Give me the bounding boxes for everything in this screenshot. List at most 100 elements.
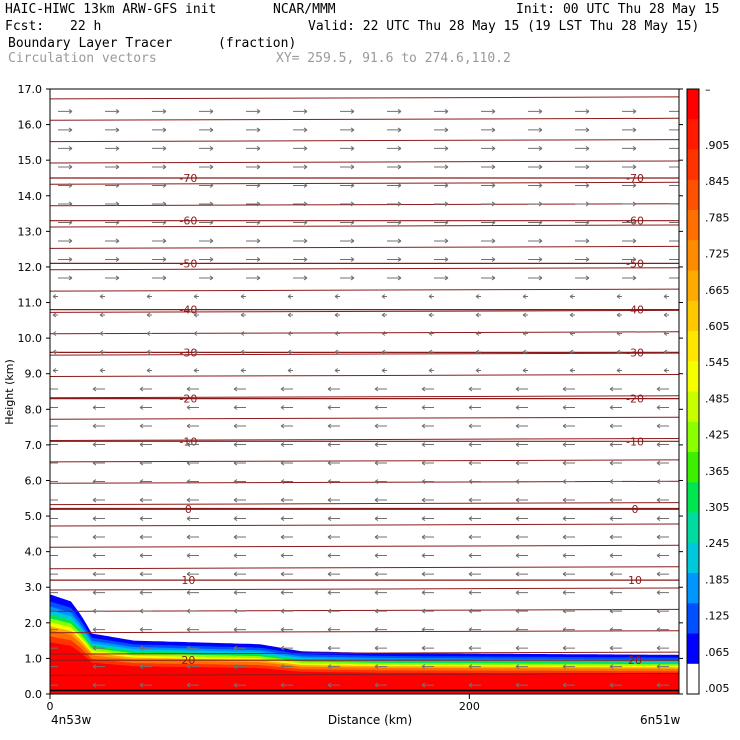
contour-label: -10 [179, 435, 197, 448]
y-tick-label: 0.0 [25, 688, 43, 701]
temperature-contour [50, 544, 679, 548]
circulation-vector [92, 664, 105, 670]
circulation-vector [663, 368, 669, 373]
circulation-vector [99, 368, 105, 373]
circulation-vector [146, 331, 152, 336]
circulation-vector [287, 312, 293, 318]
forecast-label: Fcst: [5, 19, 45, 34]
y-tick-label: 17.0 [18, 83, 43, 96]
circulation-vector [327, 460, 340, 466]
circulation-vector [334, 331, 340, 336]
circulation-vector [575, 109, 590, 114]
circulation-vector [468, 534, 481, 540]
temperature-contour [50, 309, 679, 313]
circulation-vector [622, 183, 637, 188]
circulation-vector [515, 590, 528, 595]
circulation-vector [280, 645, 293, 651]
circulation-vector [58, 238, 73, 244]
circulation-vector [656, 645, 669, 651]
circulation-vector [468, 423, 481, 429]
circulation-vector [609, 534, 622, 540]
circulation-vector [233, 571, 246, 577]
circulation-vector [193, 368, 199, 373]
circulation-vector [515, 497, 528, 503]
circulation-vector [669, 110, 679, 112]
circulation-vector [327, 627, 340, 633]
circulation-vector [468, 682, 481, 688]
circulation-vector [669, 203, 679, 205]
circulation-vector [656, 386, 669, 392]
circulation-vector [139, 590, 152, 595]
circulation-vector [146, 294, 152, 299]
circulation-vector [421, 571, 434, 577]
circulation-vector [233, 590, 246, 595]
colorbar-label: .605 [705, 320, 730, 333]
circulation-vector [374, 460, 387, 466]
y-tick-label: 4.0 [25, 546, 43, 559]
circulation-vector [246, 127, 261, 133]
circulation-vector [616, 331, 622, 336]
colorbar-swatch [687, 240, 699, 272]
circulation-vector [421, 516, 434, 521]
circulation-vector [387, 201, 402, 207]
circulation-vector [434, 220, 449, 225]
circulation-vector [387, 146, 402, 151]
circulation-vector [105, 146, 120, 151]
circulation-vector [562, 553, 575, 558]
circulation-vector [374, 590, 387, 595]
y-tick-label: 3.0 [25, 581, 43, 594]
temperature-contour [50, 352, 679, 356]
circulation-vector [609, 682, 622, 688]
circulation-vector [515, 682, 528, 688]
circulation-vector [515, 516, 528, 521]
circulation-vector [186, 645, 199, 651]
circulation-vector [562, 571, 575, 577]
colorbar-swatch [687, 573, 699, 604]
field-title: Boundary Layer Tracer [8, 36, 173, 51]
circulation-vector [515, 423, 528, 429]
circulation-vector [575, 220, 590, 225]
circulation-vector [468, 645, 481, 651]
circulation-vector [387, 183, 402, 188]
temperature-contour [50, 224, 679, 228]
circulation-vector [468, 516, 481, 521]
colorbar-label: .005 [705, 682, 730, 695]
circulation-vector [99, 294, 105, 299]
circulation-vector [58, 146, 73, 151]
circulation-vector [522, 294, 528, 299]
circulation-vector [58, 109, 73, 114]
colorbar-label: .845 [705, 175, 730, 188]
circulation-vector [186, 423, 199, 429]
y-tick-label: 12.0 [18, 261, 43, 274]
colorbar-label: .065 [705, 646, 730, 659]
circulation-vector [387, 238, 402, 244]
circulation-vector [656, 460, 669, 466]
circulation-vector [327, 664, 340, 670]
colorbar-swatch [687, 603, 699, 635]
contour-label: -50 [179, 257, 197, 270]
circulation-vector [481, 127, 496, 133]
circulation-vector [233, 386, 246, 392]
circulation-vector [656, 479, 669, 484]
circulation-vector [609, 590, 622, 595]
circulation-vector [475, 294, 481, 299]
circulation-vector [374, 497, 387, 503]
circulation-vector [381, 294, 387, 299]
circulation-vector [146, 349, 152, 355]
circulation-vector [92, 460, 105, 466]
x-axis-label: Distance (km) [328, 713, 412, 727]
circulation-vector [522, 312, 528, 318]
colorbar-label: .125 [705, 610, 730, 623]
circulation-vector [421, 386, 434, 392]
circulation-vector [374, 442, 387, 447]
circulation-vector [475, 349, 481, 355]
circulation-vector [152, 109, 167, 114]
circulation-vector [52, 331, 58, 336]
colorbar-label: .485 [705, 392, 730, 405]
circulation-vector [575, 146, 590, 151]
circulation-vector [669, 184, 679, 186]
circulation-vector [374, 534, 387, 540]
tracer-band [50, 642, 679, 694]
circulation-vector [656, 682, 669, 688]
plot-frame [49, 88, 680, 695]
